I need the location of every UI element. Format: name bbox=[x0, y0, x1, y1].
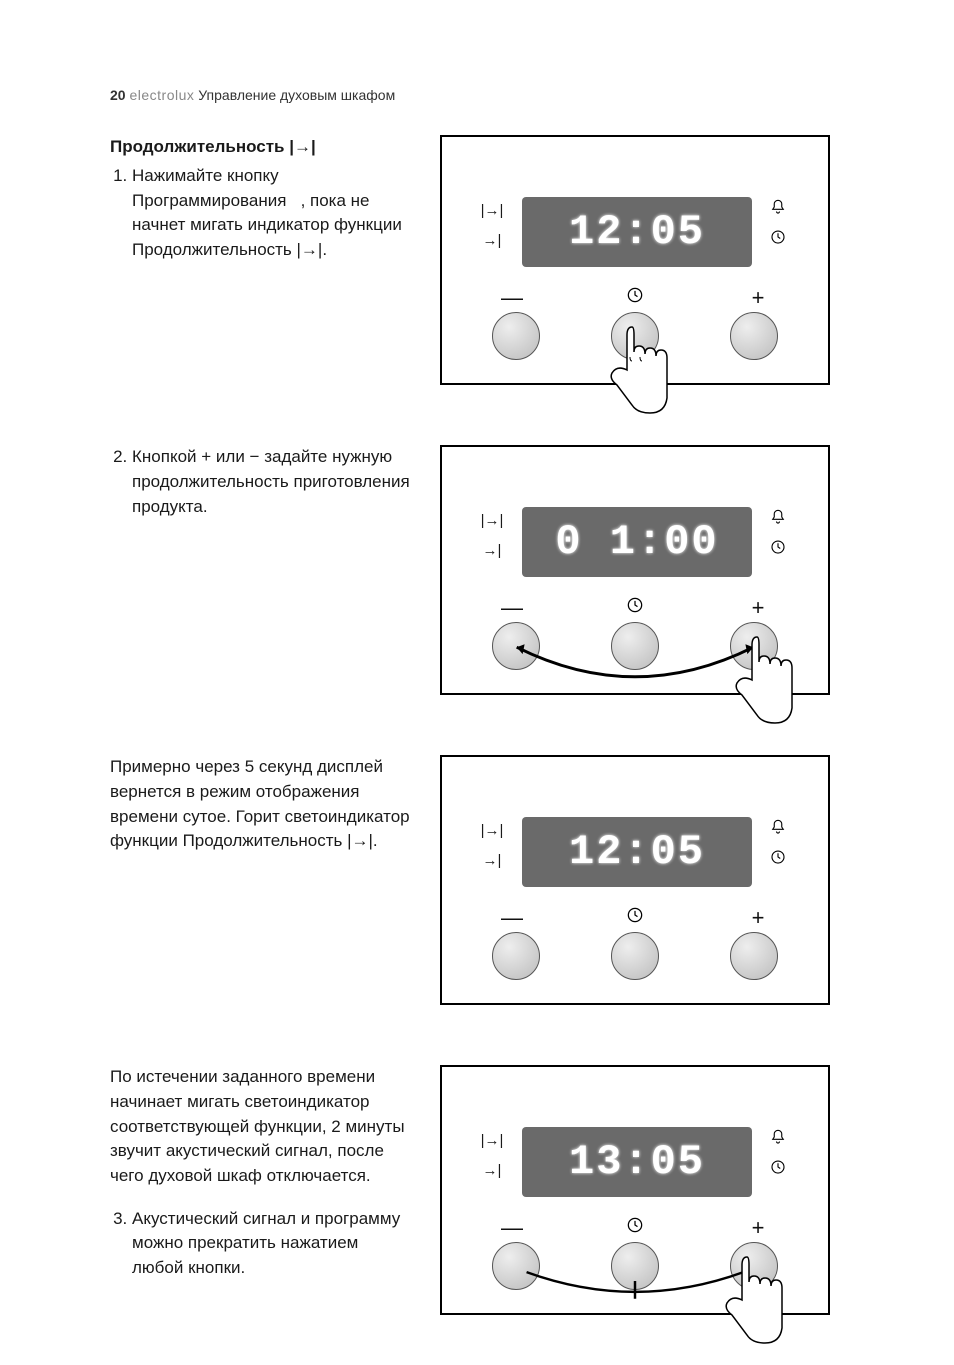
clock-icon bbox=[763, 1157, 793, 1187]
duration-indicator-icon: |→| bbox=[477, 1127, 507, 1157]
right-indicators bbox=[763, 817, 793, 877]
knob-row bbox=[492, 312, 778, 360]
minus-label: — bbox=[492, 282, 532, 314]
step-list: Акустический сигнал и программу можно пр… bbox=[110, 1207, 410, 1281]
clock-label bbox=[615, 902, 655, 934]
knob-row bbox=[492, 622, 778, 670]
plus-label: + bbox=[738, 282, 778, 314]
end-paragraph: По истечении заданного времени начинает … bbox=[110, 1065, 410, 1188]
minus-label: — bbox=[492, 1212, 532, 1244]
lcd-display: 12:05 bbox=[522, 197, 752, 267]
minus-label: — bbox=[492, 902, 532, 934]
minus-label: — bbox=[492, 592, 532, 624]
left-indicators: |→| →| bbox=[477, 197, 507, 257]
page-number: 20 bbox=[110, 87, 126, 103]
end-indicator-icon: →| bbox=[477, 847, 507, 877]
right-indicators bbox=[763, 1127, 793, 1187]
minus-button[interactable] bbox=[492, 312, 540, 360]
control-panel: |→| →| 0 1:00 — + bbox=[440, 445, 830, 695]
lcd-display: 0 1:00 bbox=[522, 507, 752, 577]
step-1: Нажимайте кнопку Программирования , пока… bbox=[132, 164, 410, 263]
clock-label bbox=[615, 282, 655, 314]
right-indicators bbox=[763, 197, 793, 257]
minus-button[interactable] bbox=[492, 622, 540, 670]
figure-3: |→| →| 12:05 — + bbox=[440, 755, 830, 1025]
left-indicators: |→| →| bbox=[477, 817, 507, 877]
step-list: Нажимайте кнопку Программирования , пока… bbox=[110, 164, 410, 263]
lcd-time: 13:05 bbox=[569, 1132, 705, 1193]
step-2-text: Кнопкой + или − задайте нужную продолжит… bbox=[132, 447, 410, 515]
bell-icon bbox=[763, 197, 793, 227]
lcd-time: 12:05 bbox=[569, 822, 705, 883]
plus-label: + bbox=[738, 902, 778, 934]
button-labels-row: — + bbox=[492, 902, 778, 934]
duration-indicator-icon: |→| bbox=[477, 197, 507, 227]
page-header: 20 electrolux Управление духовым шкафом bbox=[110, 85, 894, 105]
figure-1: |→| →| 12:05 — + bbox=[440, 135, 830, 405]
step-list: Кнопкой + или − задайте нужную продолжит… bbox=[110, 445, 410, 519]
control-panel: |→| →| 13:05 — + bbox=[440, 1065, 830, 1315]
step-1-text: Нажимайте кнопку Программирования , пока… bbox=[132, 166, 402, 259]
clock-button[interactable] bbox=[611, 932, 659, 980]
button-labels-row: — + bbox=[492, 592, 778, 624]
section-title: Продолжительность |→| bbox=[110, 135, 410, 160]
knob-row bbox=[492, 932, 778, 980]
plus-label: + bbox=[738, 1212, 778, 1244]
plus-button[interactable] bbox=[730, 932, 778, 980]
section-label: Управление духовым шкафом bbox=[198, 87, 395, 103]
plus-label: + bbox=[738, 592, 778, 624]
plus-button[interactable] bbox=[730, 1242, 778, 1290]
knob-row bbox=[492, 1242, 778, 1290]
plus-button[interactable] bbox=[730, 622, 778, 670]
mid-paragraph: Примерно через 5 секунд дисплей вернется… bbox=[110, 755, 410, 854]
clock-label bbox=[615, 1212, 655, 1244]
end-indicator-icon: →| bbox=[477, 1157, 507, 1187]
lcd-time: 0 1:00 bbox=[555, 512, 718, 573]
step-3-text: Акустический сигнал и программу можно пр… bbox=[132, 1209, 400, 1277]
duration-indicator-icon: |→| bbox=[477, 817, 507, 847]
control-panel: |→| →| 12:05 — + bbox=[440, 135, 830, 385]
left-indicators: |→| →| bbox=[477, 507, 507, 567]
right-indicators bbox=[763, 507, 793, 567]
clock-button[interactable] bbox=[611, 1242, 659, 1290]
clock-icon bbox=[763, 847, 793, 877]
figure-2: |→| →| 0 1:00 — + bbox=[440, 445, 830, 715]
clock-label bbox=[615, 592, 655, 624]
title-text: Продолжительность bbox=[110, 137, 285, 156]
duration-symbol: |→| bbox=[289, 137, 316, 156]
bell-icon bbox=[763, 1127, 793, 1157]
control-panel: |→| →| 12:05 — + bbox=[440, 755, 830, 1005]
brand-label: electrolux bbox=[129, 87, 194, 103]
end-indicator-icon: →| bbox=[477, 227, 507, 257]
bell-icon bbox=[763, 507, 793, 537]
clock-button[interactable] bbox=[611, 622, 659, 670]
bell-icon bbox=[763, 817, 793, 847]
clock-icon bbox=[763, 227, 793, 257]
lcd-display: 12:05 bbox=[522, 817, 752, 887]
minus-button[interactable] bbox=[492, 1242, 540, 1290]
clock-icon bbox=[763, 537, 793, 567]
figure-4: |→| →| 13:05 — + bbox=[440, 1065, 830, 1335]
plus-button[interactable] bbox=[730, 312, 778, 360]
lcd-time: 12:05 bbox=[569, 202, 705, 263]
button-labels-row: — + bbox=[492, 282, 778, 314]
end-indicator-icon: →| bbox=[477, 537, 507, 567]
button-labels-row: — + bbox=[492, 1212, 778, 1244]
minus-button[interactable] bbox=[492, 932, 540, 980]
left-indicators: |→| →| bbox=[477, 1127, 507, 1187]
lcd-display: 13:05 bbox=[522, 1127, 752, 1197]
clock-button[interactable] bbox=[611, 312, 659, 360]
step-3: Акустический сигнал и программу можно пр… bbox=[132, 1207, 410, 1281]
step-2: Кнопкой + или − задайте нужную продолжит… bbox=[132, 445, 410, 519]
duration-indicator-icon: |→| bbox=[477, 507, 507, 537]
